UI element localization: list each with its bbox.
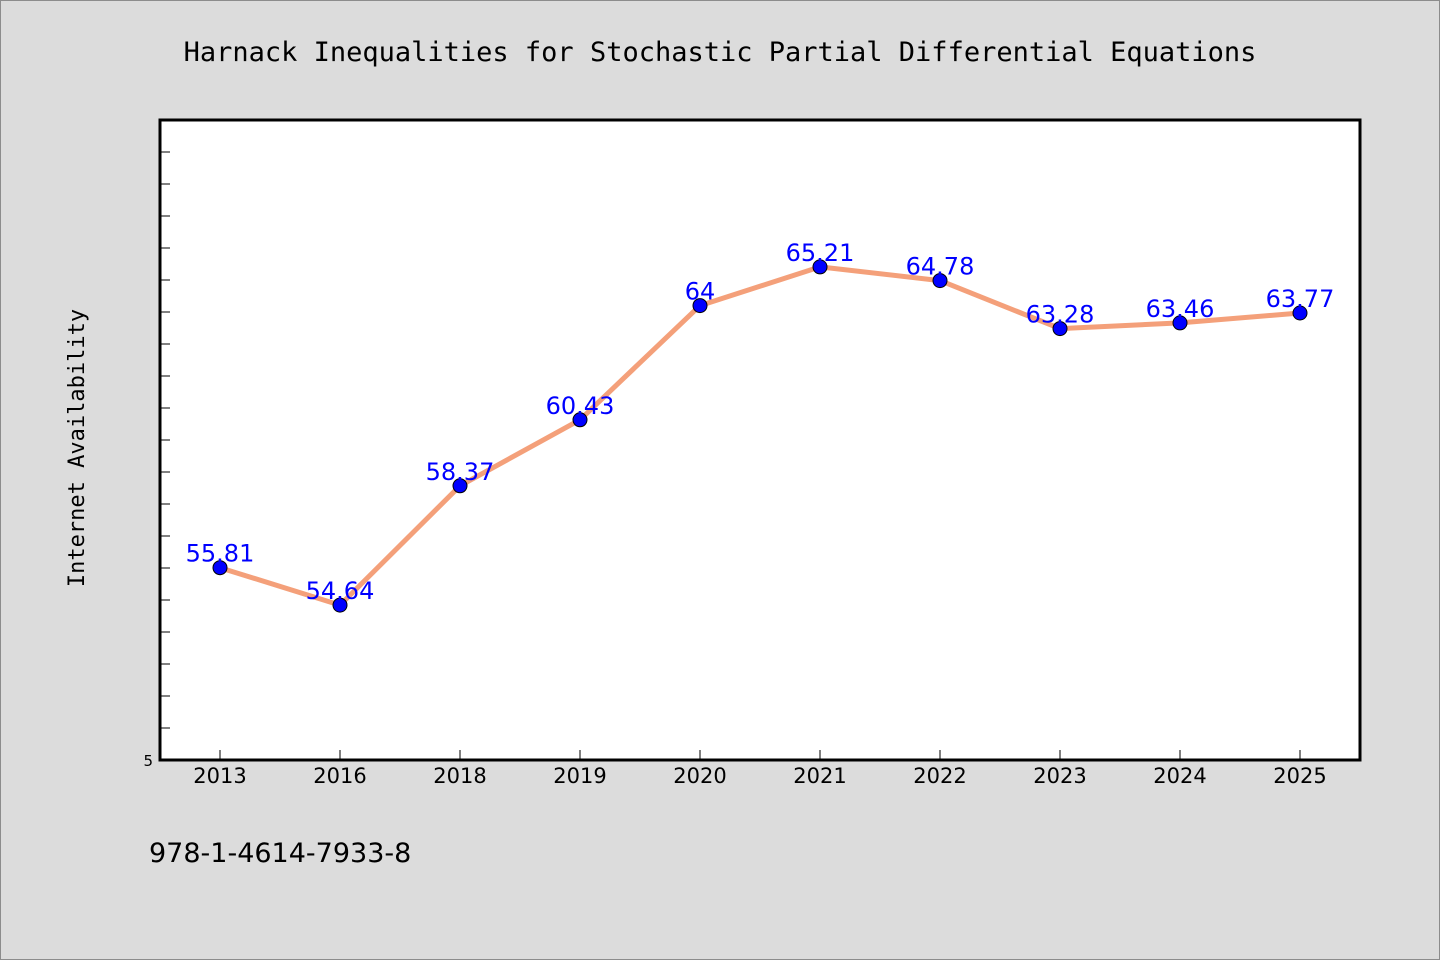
data-point: [1052, 321, 1068, 337]
x-tick-label: 2021: [793, 764, 846, 788]
x-tick-label: 2016: [313, 764, 366, 788]
data-point: [932, 273, 948, 289]
x-tick-label: 2019: [553, 764, 606, 788]
data-point: [1172, 315, 1188, 331]
x-tick-label: 2020: [673, 764, 726, 788]
x-tick-label: 2018: [433, 764, 486, 788]
data-label: 64.78: [906, 253, 975, 281]
plot-area: [158, 118, 1362, 762]
data-point: [692, 298, 708, 314]
data-label: 60.43: [546, 392, 615, 420]
data-labels: 55.81 54.64 58.37 60.43 64 65.21 64.78 63.28 63.…: [186, 239, 1335, 605]
x-tick-label: 2023: [1033, 764, 1086, 788]
data-point: [332, 597, 348, 613]
series-line: [217, 264, 1303, 608]
data-point: [572, 412, 588, 428]
y-ticks: [160, 151, 170, 729]
data-label: 63.46: [1146, 295, 1215, 323]
x-tick-label: 2022: [913, 764, 966, 788]
data-point: [212, 560, 228, 576]
x-tick-label: 2013: [193, 764, 246, 788]
data-point: [1292, 305, 1308, 321]
data-label: 54.64: [306, 577, 375, 605]
data-label: 63.77: [1266, 285, 1335, 313]
data-point: [812, 259, 828, 275]
isbn-text: 978-1-4614-7933-8: [149, 838, 411, 869]
y-axis-label: Internet Availability: [65, 309, 90, 587]
y-tick-label: 5: [143, 752, 153, 770]
data-markers: [212, 259, 1308, 613]
x-tick-label: 2025: [1273, 764, 1326, 788]
x-ticks: 2013 2016 2018 2019 2020 2021 2022 2023 2024 2025: [193, 750, 1327, 788]
data-label: 58.37: [426, 458, 495, 486]
data-label: 63.28: [1026, 301, 1095, 329]
data-label: 65.21: [786, 239, 855, 267]
data-label: 55.81: [186, 540, 255, 568]
data-label: 64: [685, 278, 716, 306]
data-point: [452, 478, 468, 494]
chart-title: Harnack Inequalities for Stochastic Part…: [184, 37, 1257, 68]
x-tick-label: 2024: [1153, 764, 1206, 788]
